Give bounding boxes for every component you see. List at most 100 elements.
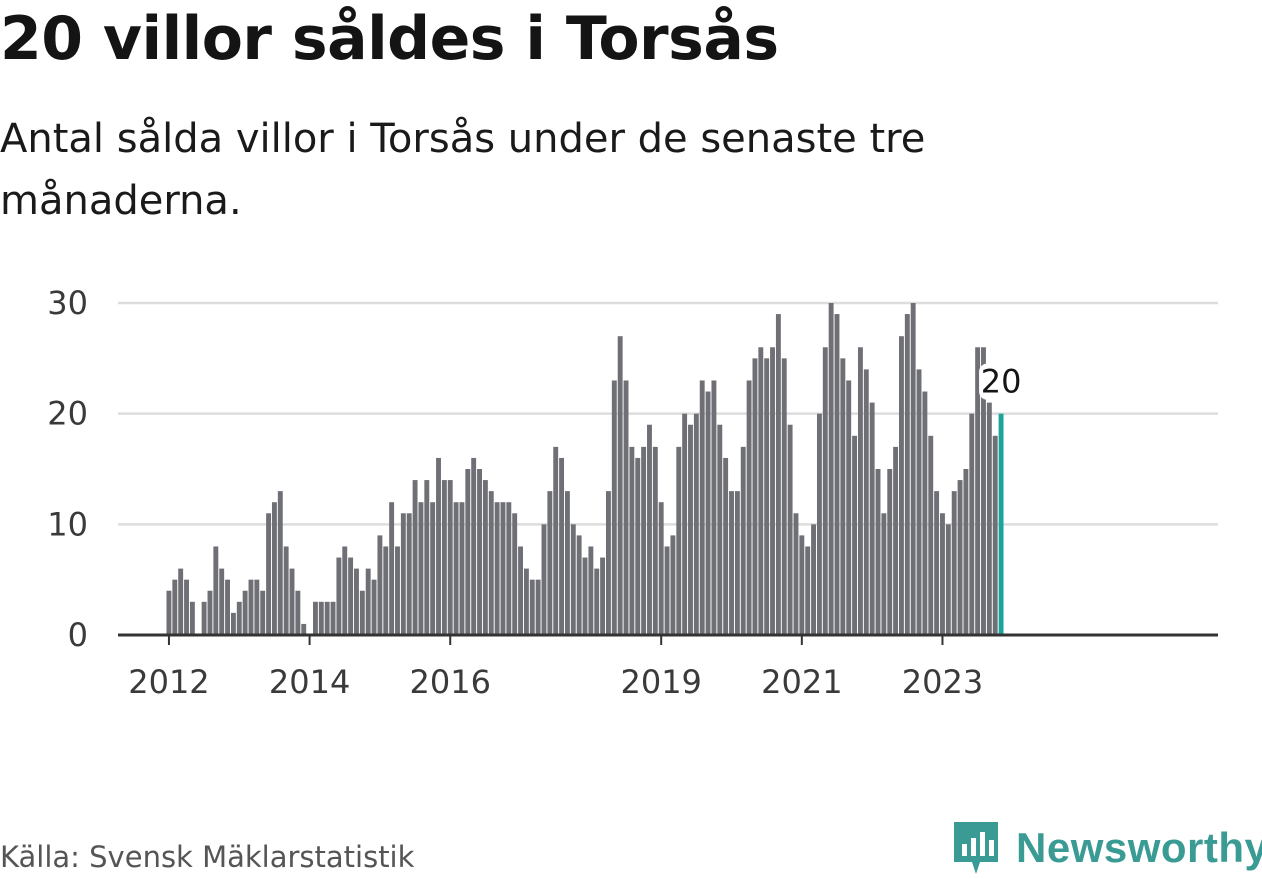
bar <box>775 314 781 635</box>
bar <box>693 413 699 635</box>
bar <box>611 380 617 635</box>
callout: 20 <box>979 363 1024 401</box>
bar <box>617 336 623 635</box>
bar <box>676 446 682 635</box>
bar <box>389 502 395 635</box>
bar <box>412 480 418 635</box>
bar <box>641 446 647 635</box>
bar <box>365 568 371 635</box>
y-tick-label: 0 <box>68 616 88 654</box>
bar <box>887 469 893 635</box>
bar <box>172 579 178 635</box>
bar <box>594 568 600 635</box>
bar <box>606 491 611 635</box>
bar <box>770 347 775 635</box>
x-tick-label: 2019 <box>620 663 701 701</box>
bar <box>828 303 834 635</box>
bar <box>869 402 875 635</box>
x-tick-label: 2023 <box>902 663 983 701</box>
bar <box>934 491 940 635</box>
bar <box>219 568 225 635</box>
bar <box>899 336 904 635</box>
bar <box>436 457 441 635</box>
bar <box>342 546 348 635</box>
bar <box>658 502 664 635</box>
bar <box>875 469 881 635</box>
bar <box>705 391 711 635</box>
bar <box>893 446 899 635</box>
bar <box>418 502 424 635</box>
bar <box>717 424 723 635</box>
chart-title: 20 villor såldes i Torsås <box>0 4 779 74</box>
bar <box>277 491 283 635</box>
x-tick-label: 2021 <box>761 663 842 701</box>
bar <box>512 513 518 635</box>
bar <box>629 446 635 635</box>
bar <box>729 491 734 635</box>
bar <box>752 358 758 635</box>
bar <box>289 568 295 635</box>
bar <box>746 380 752 635</box>
bar <box>348 557 354 635</box>
bar <box>588 546 594 635</box>
bar <box>482 480 488 635</box>
y-axis-labels: 0 10 20 30 <box>47 284 88 654</box>
bar <box>688 424 693 635</box>
y-tick-label: 20 <box>47 395 88 433</box>
bar <box>207 590 213 635</box>
bar <box>330 601 336 635</box>
bar <box>863 369 869 635</box>
bar <box>957 480 963 635</box>
bar <box>699 380 705 635</box>
bar <box>459 502 465 635</box>
bar <box>406 513 412 635</box>
brand-logo: Newsworthy <box>950 818 1262 878</box>
bar <box>816 413 822 635</box>
bar <box>242 590 248 635</box>
bar <box>992 435 998 635</box>
x-tick-label: 2012 <box>128 663 209 701</box>
bar <box>283 546 289 635</box>
bar <box>518 546 523 635</box>
bar <box>395 546 400 635</box>
brand-name: Newsworthy <box>1016 824 1262 871</box>
callout-bg <box>979 363 1024 400</box>
bar <box>963 469 969 635</box>
bar <box>383 546 389 635</box>
bar <box>799 535 805 635</box>
bar <box>453 502 459 635</box>
bar <box>301 623 307 635</box>
bar <box>271 502 277 635</box>
gridlines <box>118 301 1218 526</box>
bar <box>787 424 793 635</box>
chart-subtitle: Antal sålda villor i Torsås under de sen… <box>0 116 926 224</box>
bar <box>354 568 359 635</box>
bar <box>166 590 172 635</box>
bar <box>488 491 494 635</box>
bars <box>166 303 1004 635</box>
bar <box>857 347 863 635</box>
x-axis-labels: 2012 2014 2016 2019 2021 2023 <box>128 635 983 701</box>
bar <box>189 601 195 635</box>
bar <box>922 391 928 635</box>
bar <box>811 524 816 635</box>
bar <box>928 435 934 635</box>
bar <box>201 601 207 635</box>
bar <box>500 502 506 635</box>
bar <box>248 579 254 635</box>
bar <box>564 491 570 635</box>
bar <box>986 402 992 635</box>
bar <box>840 358 846 635</box>
bar <box>336 557 342 635</box>
bar <box>424 480 430 635</box>
bar <box>975 347 981 635</box>
bar <box>313 601 318 635</box>
bar <box>670 535 676 635</box>
bar <box>447 480 453 635</box>
bar <box>441 480 447 635</box>
bar <box>740 446 746 635</box>
bar <box>359 590 365 635</box>
bar <box>324 601 330 635</box>
bar <box>225 579 230 635</box>
bar <box>793 513 799 635</box>
